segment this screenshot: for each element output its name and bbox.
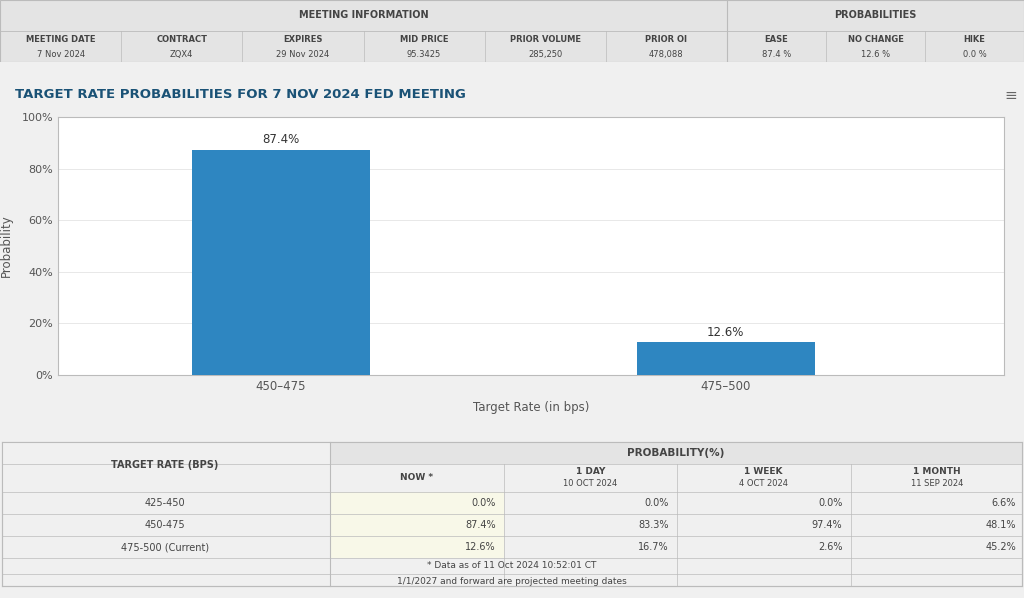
Bar [330, 492, 504, 514]
Text: 475-500 (Current): 475-500 (Current) [121, 542, 209, 552]
Text: 87.4%: 87.4% [262, 133, 299, 146]
Text: Current target rate is 475–500: Current target rate is 475–500 [422, 132, 602, 145]
Text: 10 OCT 2024: 10 OCT 2024 [563, 480, 617, 489]
Text: HIKE: HIKE [964, 35, 985, 44]
Bar [330, 442, 1022, 464]
Text: 29 Nov 2024: 29 Nov 2024 [276, 50, 330, 59]
Text: 83.3%: 83.3% [639, 520, 669, 530]
Text: 87.4%: 87.4% [465, 520, 496, 530]
Bar [330, 536, 504, 558]
Text: 7 Nov 2024: 7 Nov 2024 [37, 50, 85, 59]
Text: TARGET RATE (BPS): TARGET RATE (BPS) [112, 460, 219, 471]
Text: 0.0%: 0.0% [645, 498, 669, 508]
Text: 1 DAY: 1 DAY [575, 468, 605, 477]
Text: PRIOR OI: PRIOR OI [645, 35, 687, 44]
Bar [191, 150, 370, 375]
Text: 0.0 %: 0.0 % [963, 50, 986, 59]
X-axis label: Target Rate (in bps): Target Rate (in bps) [473, 401, 589, 414]
Text: PROBABILITY(%): PROBABILITY(%) [628, 448, 725, 458]
Text: 1/1/2027 and forward are projected meeting dates: 1/1/2027 and forward are projected meeti… [397, 576, 627, 585]
Text: 11 SEP 2024: 11 SEP 2024 [911, 480, 964, 489]
Text: NO CHANGE: NO CHANGE [848, 35, 903, 44]
Text: * Data as of 11 Oct 2024 10:52:01 CT: * Data as of 11 Oct 2024 10:52:01 CT [427, 562, 597, 570]
Text: 2.6%: 2.6% [818, 542, 843, 552]
Text: TARGET RATE PROBABILITIES FOR 7 NOV 2024 FED MEETING: TARGET RATE PROBABILITIES FOR 7 NOV 2024… [15, 88, 466, 100]
Y-axis label: Probability: Probability [0, 215, 13, 277]
Text: EXPIRES: EXPIRES [284, 35, 323, 44]
Text: 285,250: 285,250 [528, 50, 562, 59]
Text: 97.4%: 97.4% [812, 520, 843, 530]
Text: 12.6 %: 12.6 % [861, 50, 890, 59]
Text: 12.6%: 12.6% [708, 326, 744, 338]
Text: MID PRICE: MID PRICE [399, 35, 449, 44]
Text: 0.0%: 0.0% [471, 498, 496, 508]
Text: MEETING DATE: MEETING DATE [26, 35, 95, 44]
Text: 425-450: 425-450 [144, 498, 185, 508]
Bar [2, 442, 330, 492]
Text: NOW *: NOW * [400, 474, 433, 483]
Text: 12.6%: 12.6% [465, 542, 496, 552]
Text: ZQX4: ZQX4 [170, 50, 194, 59]
Text: 16.7%: 16.7% [638, 542, 669, 552]
Text: Q: Q [920, 239, 985, 312]
Text: MEETING INFORMATION: MEETING INFORMATION [299, 11, 428, 20]
Text: ≡: ≡ [1005, 88, 1017, 103]
Text: 45.2%: 45.2% [985, 542, 1016, 552]
Text: 95.3425: 95.3425 [407, 50, 441, 59]
Text: 1 WEEK: 1 WEEK [744, 468, 783, 477]
Text: 478,088: 478,088 [649, 50, 684, 59]
Bar [330, 514, 504, 536]
Text: CONTRACT: CONTRACT [157, 35, 207, 44]
Text: 6.6%: 6.6% [991, 498, 1016, 508]
Text: PRIOR VOLUME: PRIOR VOLUME [510, 35, 581, 44]
Text: 0.0%: 0.0% [818, 498, 843, 508]
Text: 1 MONTH: 1 MONTH [913, 468, 962, 477]
Text: 48.1%: 48.1% [985, 520, 1016, 530]
Text: EASE: EASE [765, 35, 788, 44]
Text: 450-475: 450-475 [144, 520, 185, 530]
Text: 4 OCT 2024: 4 OCT 2024 [739, 480, 788, 489]
Text: 87.4 %: 87.4 % [762, 50, 792, 59]
Text: PROBABILITIES: PROBABILITIES [835, 11, 916, 20]
Bar [637, 343, 815, 375]
